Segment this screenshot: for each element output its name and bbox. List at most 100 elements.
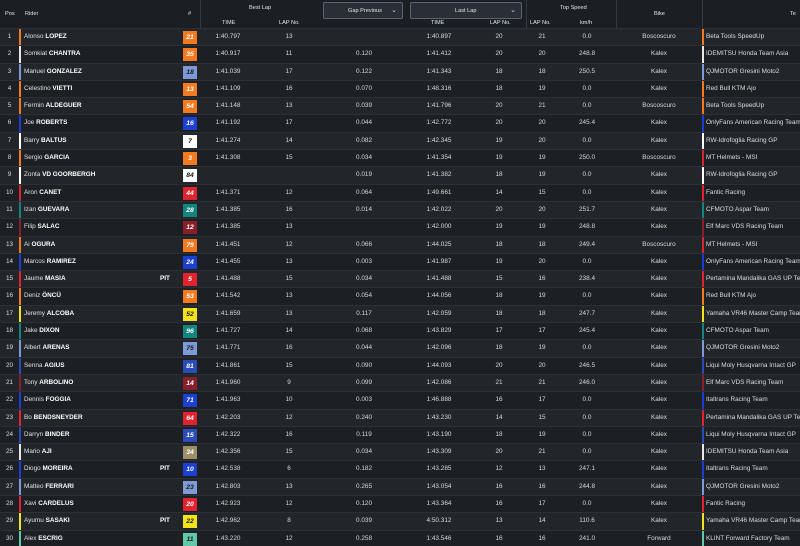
team-name: Pertamina Mandalika GAS UP Team [706, 413, 800, 421]
rider-name[interactable]: Albert ARENAS [24, 344, 70, 352]
table-row[interactable]: 19 Albert ARENAS 75 1:41.771 16 0.044 1:42.096… [0, 339, 800, 358]
bike-manufacturer: Kalex [651, 378, 667, 386]
table-row[interactable]: 23 Bo BENDSNEYDER 64 1:42.203 12 0.240 1:43.23… [0, 408, 800, 427]
rider-name[interactable]: Alex ESCRIG [24, 534, 63, 542]
best-lap-number: 17 [285, 119, 293, 127]
table-row[interactable]: 11 Izan GUEVARA 28 1:41.385 16 0.014 1:42.022 2… [0, 200, 800, 219]
gap-previous: 0.265 [356, 482, 372, 490]
table-row[interactable]: 5 Fermin ALDEGUER 54 1:41.148 13 0.039 1:41.79… [0, 97, 800, 116]
top-speed-value: 245.4 [579, 119, 595, 127]
team-color-bar [19, 530, 21, 546]
last-lap-number: 20 [495, 448, 503, 456]
top-speed-lap: 19 [538, 344, 546, 352]
last-lap-number: 21 [495, 378, 503, 386]
table-row[interactable]: 27 Matteo FERRARI 23 1:42.803 13 0.265 1:43.05… [0, 477, 800, 496]
rider-name[interactable]: Jaume MASIA [24, 275, 66, 283]
table-row[interactable]: 1 Alonso LOPEZ 21 1:40.797 13 1:40.897 20 21 0.0… [0, 28, 800, 46]
rider-name[interactable]: Somkiat CHANTRA [24, 50, 81, 58]
rider-name[interactable]: Fermin ALDEGUER [24, 102, 82, 110]
best-lap-time: 1:41.385 [215, 223, 241, 231]
rider-name[interactable]: Jeremy ALCOBA [24, 309, 75, 317]
rider-name[interactable]: Xavi CARDELUS [24, 500, 74, 508]
rider-name[interactable]: Dennis FOGGIA [24, 396, 71, 404]
table-row[interactable]: 26 Diogo MOREIRA PIT 10 1:42.538 6 0.182 1:43.2… [0, 460, 800, 479]
team-color-bar [19, 132, 21, 150]
best-lap-number: 11 [285, 50, 293, 58]
table-row[interactable]: 2 Somkiat CHANTRA 35 1:40.917 11 0.120 1:41.41… [0, 45, 800, 64]
table-row[interactable]: 9 Zonta VD GOORBERGH 84 0.019 1:41.382 18 19 0.… [0, 166, 800, 185]
rider-name[interactable]: Filip SALAC [24, 223, 60, 231]
rider-name[interactable]: Barry BALTUS [24, 136, 67, 144]
rider-name[interactable]: Izan GUEVARA [24, 205, 70, 213]
last-lap-number: 16 [495, 534, 503, 542]
gap-previous-dropdown[interactable]: Gap Previous ⌄ [323, 2, 403, 19]
table-row[interactable]: 18 Jake DIXON 96 1:41.727 14 0.068 1:43.829 17 1… [0, 322, 800, 341]
rider-name[interactable]: Alonso LOPEZ [24, 33, 67, 40]
table-row[interactable]: 8 Sergio GARCIA 3 1:41.308 15 0.034 1:41.354 19… [0, 149, 800, 168]
pit-badge [160, 81, 180, 98]
team-color-bar [702, 80, 704, 98]
team-color-bar [19, 46, 21, 64]
bike-manufacturer: Kalex [651, 119, 667, 127]
rider-name[interactable]: Manuel GONZALEZ [24, 67, 82, 75]
top-speed-lap: 21 [538, 33, 546, 40]
table-row[interactable]: 7 Barry BALTUS 7 1:41.274 14 0.082 1:42.345 19 2… [0, 131, 800, 150]
rider-name[interactable]: Senna AGIUS [24, 361, 65, 369]
rider-name[interactable]: Ai OGURA [24, 240, 56, 248]
rider-name[interactable]: Deniz ÖNCÜ [24, 292, 61, 300]
last-lap-number: 20 [495, 361, 503, 369]
rider-name[interactable]: Darryn BINDER [24, 430, 70, 438]
rider-name[interactable]: Zonta VD GOORBERGH [24, 171, 96, 179]
table-row[interactable]: 21 Tony ARBOLINO 14 1:41.960 9 0.099 1:42.086 2… [0, 373, 800, 392]
rider-number-badge: 75 [183, 342, 197, 356]
rider-name[interactable]: Ayumu SASAKI [24, 517, 70, 525]
table-row[interactable]: 16 Deniz ÖNCÜ 53 1:41.542 13 0.054 1:44.056 18 1… [0, 287, 800, 306]
table-row[interactable]: 14 Marcos RAMIREZ 24 1:41.455 13 0.003 1:41.98… [0, 252, 800, 271]
gap-previous: 0.082 [356, 136, 372, 144]
table-row[interactable]: 4 Celestino VIETTI 13 1:41.109 16 0.070 1:48.3… [0, 79, 800, 98]
table-row[interactable]: 29 Ayumu SASAKI PIT 22 1:42.962 8 0.039 4:50.31… [0, 512, 800, 531]
rider-name[interactable]: Aron CANET [24, 188, 62, 196]
table-row[interactable]: 3 Manuel GONZALEZ 18 1:41.039 17 0.122 1:41.34… [0, 62, 800, 81]
table-row[interactable]: 10 Aron CANET 44 1:41.371 12 0.064 1:49.661 14 1… [0, 183, 800, 202]
best-lap-time: 1:42.923 [215, 500, 241, 508]
rider-name[interactable]: Marcos RAMIREZ [24, 257, 76, 265]
rider-name[interactable]: Sergio GARCIA [24, 154, 70, 162]
table-row[interactable]: 17 Jeremy ALCOBA 52 1:41.659 13 0.117 1:42.059… [0, 304, 800, 323]
table-row[interactable]: 25 Mario AJI 34 1:42.356 15 0.034 1:43.309 20 21… [0, 443, 800, 462]
position-cell: 16 [5, 292, 14, 300]
top-speed-value: 110.6 [579, 517, 595, 525]
table-row[interactable]: 28 Xavi CARDELUS 20 1:42.923 12 0.120 1:43.364… [0, 495, 800, 514]
last-lap-number: 16 [495, 396, 503, 404]
team-name: Fantic Racing [706, 188, 746, 196]
table-row[interactable]: 13 Ai OGURA 79 1:41.451 12 0.066 1:44.025 18 18 2… [0, 235, 800, 254]
rider-name[interactable]: Mario AJI [24, 448, 52, 456]
last-lap-dropdown[interactable]: Last Lap ⌄ [410, 2, 522, 19]
table-row[interactable]: 30 Alex ESCRIG 11 1:43.220 12 0.258 1:43.546 16… [0, 529, 800, 546]
table-row[interactable]: 6 Joe ROBERTS 16 1:41.192 17 0.044 1:42.772 20 2… [0, 114, 800, 133]
rider-name[interactable]: Joe ROBERTS [24, 119, 68, 127]
rider-name[interactable]: Bo BENDSNEYDER [24, 413, 83, 421]
table-row[interactable]: 15 Jaume MASIA PIT 5 1:41.488 15 0.034 1:41.488… [0, 270, 800, 289]
team-name: Elf Marc VDS Racing Team [706, 223, 784, 231]
rider-name[interactable]: Jake DIXON [24, 327, 60, 335]
bike-manufacturer: Boscoscuro [642, 154, 676, 162]
table-row[interactable]: 20 Senna AGIUS 81 1:41.861 15 0.090 1:44.093 20… [0, 356, 800, 375]
table-row[interactable]: 12 Filip SALAC 12 1:41.385 13 1:42.000 19 19 248… [0, 218, 800, 237]
best-lap-number: 12 [285, 500, 293, 508]
rider-name[interactable]: Celestino VIETTI [24, 84, 73, 92]
best-lap-time: 1:40.917 [215, 50, 241, 58]
rider-name[interactable]: Diogo MOREIRA [24, 465, 73, 473]
table-row[interactable]: 22 Dennis FOGGIA 71 1:41.963 10 0.003 1:46.888… [0, 391, 800, 410]
header-pos: Pos [5, 11, 15, 17]
rider-number-badge: 71 [183, 394, 197, 408]
rider-name[interactable]: Tony ARBOLINO [24, 378, 74, 386]
best-lap-number: 13 [285, 482, 293, 490]
best-lap-number [260, 167, 318, 184]
table-row[interactable]: 24 Darryn BINDER 15 1:42.322 16 0.119 1:43.190… [0, 425, 800, 444]
rider-name[interactable]: Matteo FERRARI [24, 482, 74, 490]
position-cell: 4 [7, 84, 12, 92]
last-lap-number: 20 [495, 102, 503, 110]
team-name: RW-Idrofoglia Racing GP [706, 171, 778, 179]
top-speed-value: 250.5 [579, 67, 595, 75]
